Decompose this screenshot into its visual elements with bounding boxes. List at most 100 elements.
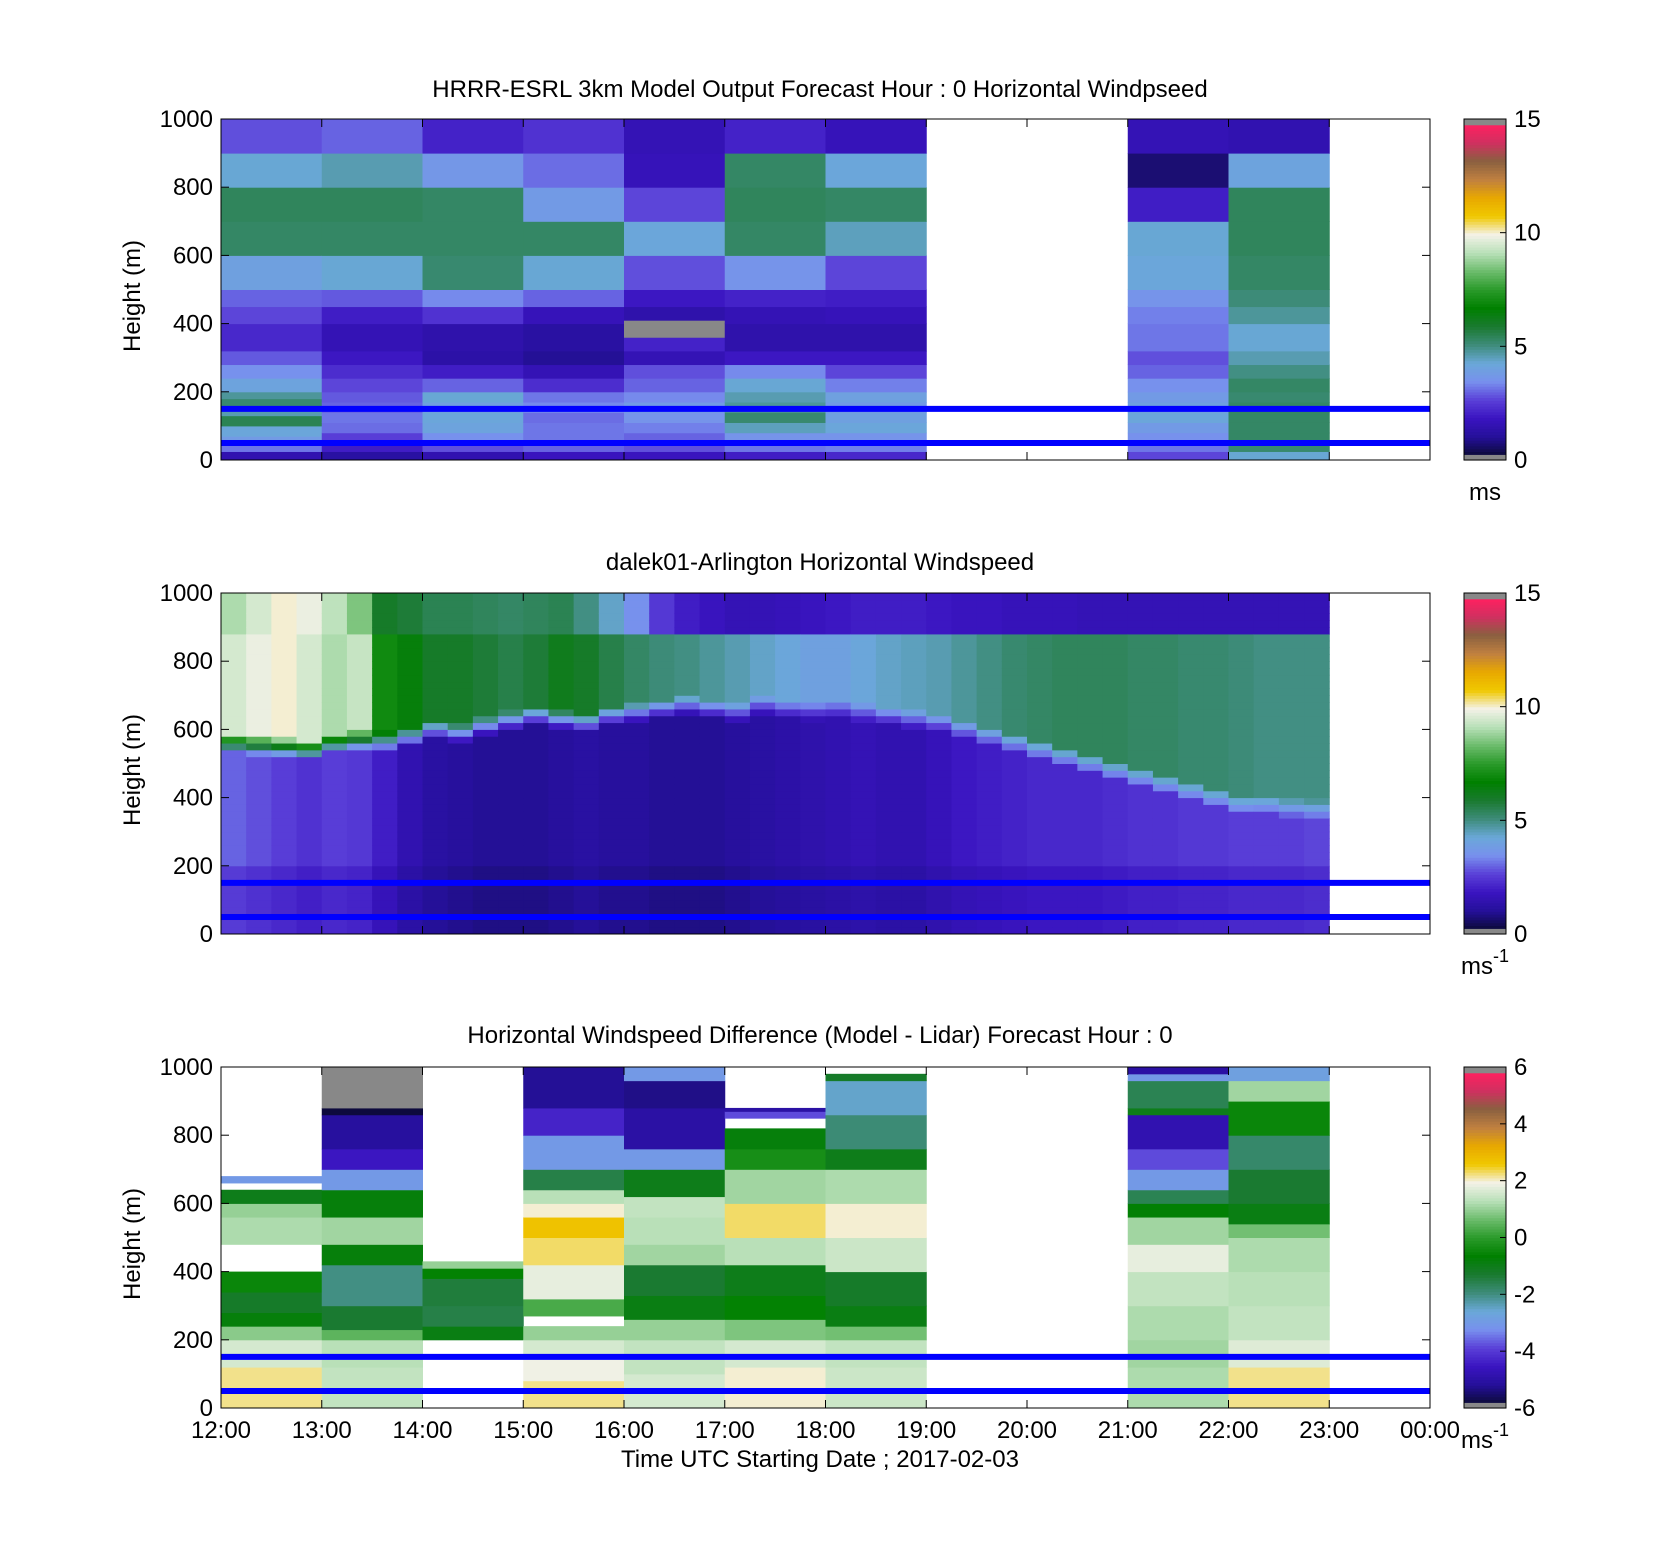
heatmap-cell <box>372 756 398 764</box>
heatmap-cell <box>850 688 877 696</box>
heatmap-cell <box>674 613 701 621</box>
heatmap-cell <box>1077 633 1104 642</box>
heatmap-cell <box>724 749 751 758</box>
heatmap-cell <box>1127 845 1154 853</box>
heatmap-cell <box>901 633 927 642</box>
heatmap-cell <box>624 695 650 703</box>
heatmap-cell <box>346 613 373 621</box>
colorbar-segment <box>1464 1385 1506 1389</box>
heatmap-cell <box>598 633 625 642</box>
heatmap-cell <box>1102 640 1129 649</box>
heatmap-cell <box>472 920 499 928</box>
heatmap-cell <box>573 736 600 744</box>
heatmap-cell <box>523 1189 625 1204</box>
heatmap-cell <box>296 852 323 860</box>
colorbar-segment <box>1464 226 1506 231</box>
colorbar-segment <box>1464 1268 1506 1273</box>
colorbar-segment <box>1464 1106 1506 1111</box>
heatmap-cell <box>548 633 575 642</box>
heatmap-cell <box>724 927 751 935</box>
colorbar-segment <box>1464 153 1506 157</box>
heatmap-cell <box>1253 627 1280 635</box>
heatmap-cell <box>472 845 499 853</box>
heatmap-cell <box>1027 654 1053 662</box>
heatmap-cell <box>548 899 575 908</box>
colorbar-segment <box>1464 746 1506 750</box>
heatmap-cell <box>472 708 499 717</box>
heatmap-cell <box>850 906 877 915</box>
colorbar-segment <box>1464 831 1506 836</box>
heatmap-cell <box>498 777 524 785</box>
heatmap-cell <box>800 893 826 901</box>
heatmap-cell <box>221 695 247 703</box>
heatmap-cell <box>724 702 751 710</box>
heatmap-cell <box>1077 606 1104 614</box>
colorbar-segment <box>1464 604 1506 608</box>
heatmap-cell <box>1203 824 1229 833</box>
heatmap-cell <box>1228 289 1330 308</box>
colorbar-segment <box>1464 1183 1506 1187</box>
heatmap-cell <box>523 1237 625 1266</box>
heatmap-cell <box>346 749 373 758</box>
heatmap-cell <box>498 640 524 649</box>
heatmap-cell <box>472 811 499 819</box>
heatmap-cell <box>422 633 449 642</box>
heatmap-cell <box>422 613 449 621</box>
heatmap-cell <box>221 323 323 352</box>
heatmap-cell <box>951 797 978 805</box>
heatmap-cell <box>976 927 1003 935</box>
heatmap-cell <box>875 674 902 683</box>
heatmap-cell <box>1278 654 1305 662</box>
heatmap-cell <box>296 920 323 928</box>
heatmap-cell <box>422 593 449 601</box>
colorbar-segment <box>1464 1314 1506 1318</box>
heatmap-cell <box>548 729 575 737</box>
heatmap-cell <box>346 920 373 928</box>
heatmap-cell <box>271 845 298 853</box>
heatmap-cell <box>850 668 877 676</box>
heatmap-cell <box>875 797 902 805</box>
colorbar-segment <box>1464 593 1506 597</box>
heatmap-cell <box>901 831 927 840</box>
heatmap-cell <box>1102 899 1129 908</box>
heatmap-cell <box>775 743 801 751</box>
heatmap-cell <box>800 927 826 935</box>
heatmap-cell <box>1027 668 1053 676</box>
heatmap-cell <box>321 599 348 608</box>
heatmap-cell <box>1077 777 1104 785</box>
heatmap-cell <box>1077 688 1104 696</box>
heatmap-cell <box>321 633 348 642</box>
heatmap-cell <box>1203 852 1229 860</box>
heatmap-cell <box>825 153 927 188</box>
colorbar-segment <box>1464 919 1506 924</box>
heatmap-cell <box>1304 804 1330 812</box>
heatmap-cell <box>1152 736 1179 744</box>
heatmap-cell <box>901 865 927 874</box>
heatmap-cell <box>1152 824 1179 833</box>
heatmap-cell <box>951 831 978 840</box>
heatmap-cell <box>775 783 801 792</box>
heatmap-cell <box>1228 593 1255 601</box>
heatmap-cell <box>724 824 751 833</box>
heatmap-cell <box>321 323 423 352</box>
heatmap-cell <box>749 681 776 689</box>
heatmap-cell <box>1077 613 1104 621</box>
heatmap-cell <box>422 763 449 771</box>
colorbar-segment <box>1464 1169 1506 1173</box>
heatmap-cell <box>1077 858 1104 867</box>
heatmap-cell <box>246 872 272 880</box>
heatmap-cell <box>624 770 650 778</box>
colorbar-segment <box>1464 303 1506 308</box>
heatmap-cell <box>850 647 877 655</box>
heatmap-cell <box>624 661 650 669</box>
heatmap-cell <box>951 736 978 744</box>
colorbar-frame <box>1463 118 1507 461</box>
heatmap-cell <box>1228 715 1255 724</box>
heatmap-cell <box>926 688 952 696</box>
heatmap-cell <box>624 852 650 860</box>
heatmap-cell <box>1127 378 1229 393</box>
heatmap-cell <box>1127 920 1154 928</box>
heatmap-cell <box>321 647 348 655</box>
heatmap-cell <box>523 743 549 751</box>
colorbar-segment <box>1464 700 1506 705</box>
